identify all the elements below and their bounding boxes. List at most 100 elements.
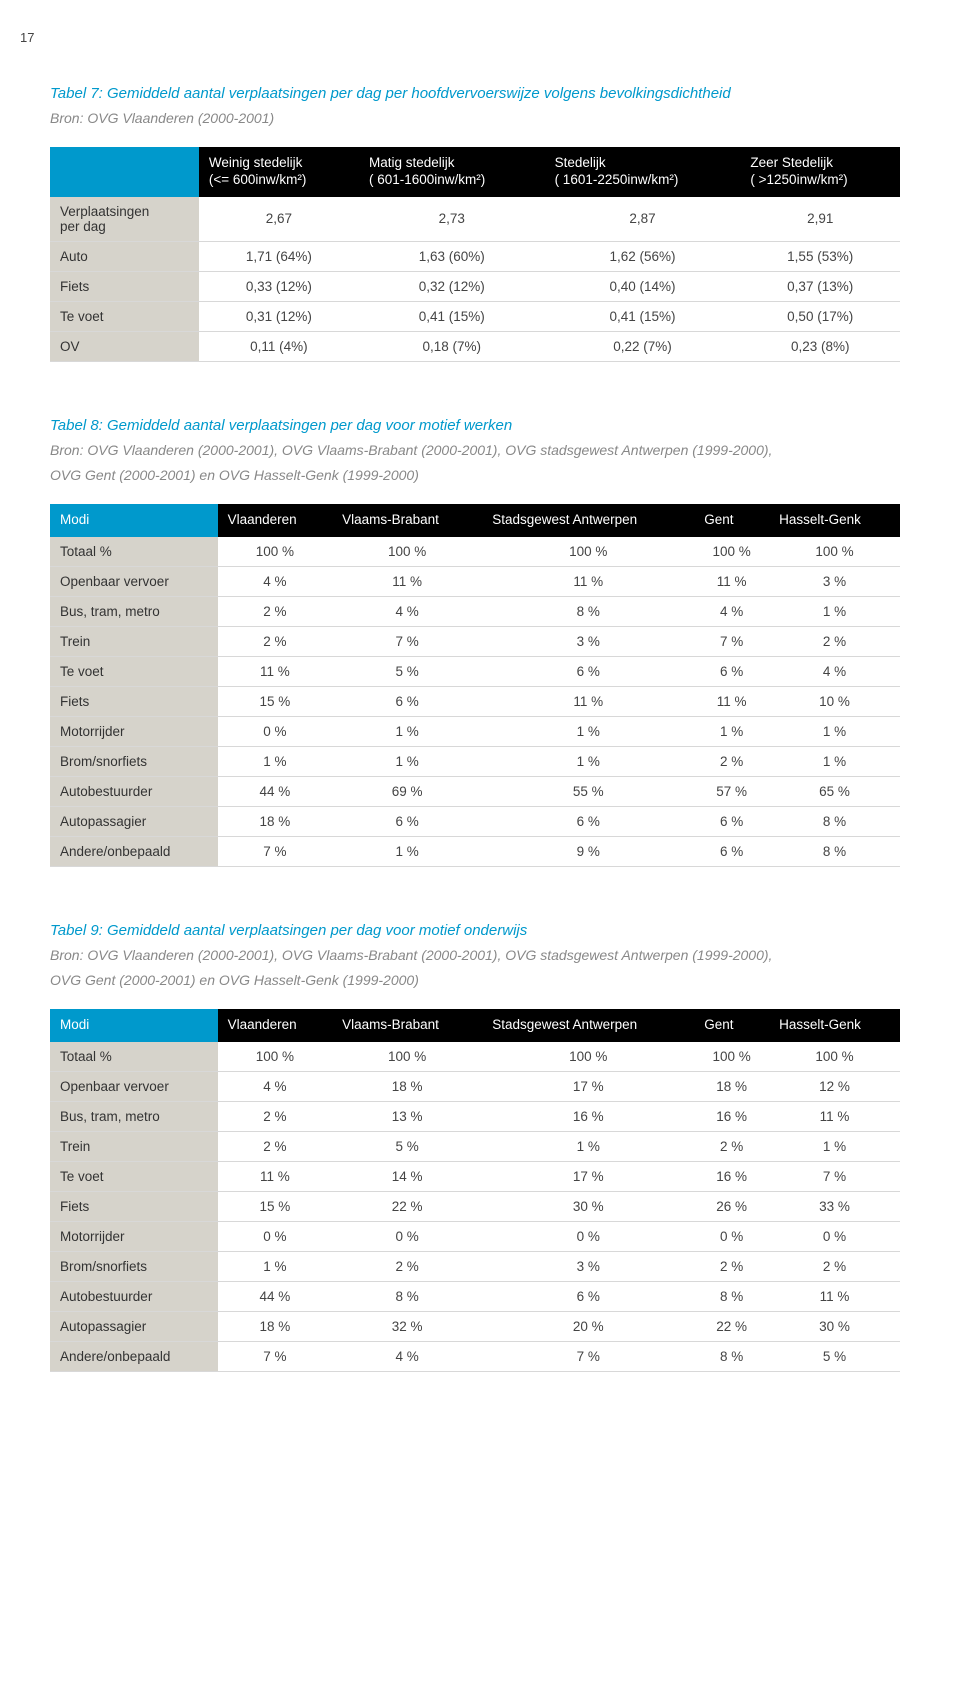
cell: 100 % — [332, 537, 482, 567]
table9-title: Tabel 9: Gemiddeld aantal verplaatsingen… — [50, 922, 900, 939]
cell: 2,73 — [359, 197, 545, 242]
cell: 20 % — [482, 1311, 694, 1341]
cell: 100 % — [218, 1042, 333, 1072]
cell: 1 % — [218, 1251, 333, 1281]
column-header: Stadsgewest Antwerpen — [482, 1009, 694, 1042]
cell: 7 % — [218, 836, 333, 866]
cell: 1,71 (64%) — [199, 241, 359, 271]
cell: 100 % — [218, 537, 333, 567]
table9-source1: Bron: OVG Vlaanderen (2000-2001), OVG Vl… — [50, 945, 900, 966]
cell: 1 % — [482, 1131, 694, 1161]
cell: 1 % — [694, 716, 769, 746]
cell: 1,55 (53%) — [740, 241, 900, 271]
cell: 22 % — [694, 1311, 769, 1341]
cell: 100 % — [482, 1042, 694, 1072]
table-row: Fiets15 %6 %11 %11 %10 % — [50, 686, 900, 716]
table9: ModiVlaanderenVlaams-BrabantStadsgewest … — [50, 1009, 900, 1372]
cell: 6 % — [332, 806, 482, 836]
row-label: OV — [50, 331, 199, 361]
cell: 11 % — [694, 566, 769, 596]
cell: 17 % — [482, 1071, 694, 1101]
table-row: Auto1,71 (64%)1,63 (60%)1,62 (56%)1,55 (… — [50, 241, 900, 271]
row-label: Bus, tram, metro — [50, 596, 218, 626]
row-label: Brom/snorfiets — [50, 1251, 218, 1281]
cell: 0 % — [482, 1221, 694, 1251]
cell: 0 % — [769, 1221, 900, 1251]
cell: 2 % — [769, 626, 900, 656]
table-row: Autopassagier18 %32 %20 %22 %30 % — [50, 1311, 900, 1341]
cell: 16 % — [482, 1101, 694, 1131]
cell: 4 % — [218, 566, 333, 596]
row-label: Autobestuurder — [50, 1281, 218, 1311]
cell: 7 % — [332, 626, 482, 656]
cell: 13 % — [332, 1101, 482, 1131]
cell: 100 % — [332, 1042, 482, 1072]
cell: 3 % — [769, 566, 900, 596]
cell: 11 % — [218, 1161, 333, 1191]
table7-source: Bron: OVG Vlaanderen (2000-2001) — [50, 108, 900, 129]
cell: 8 % — [694, 1281, 769, 1311]
table-row: Autobestuurder44 %8 %6 %8 %11 % — [50, 1281, 900, 1311]
column-header: Vlaams-Brabant — [332, 1009, 482, 1042]
cell: 65 % — [769, 776, 900, 806]
cell: 2 % — [694, 1251, 769, 1281]
cell: 1,62 (56%) — [545, 241, 741, 271]
cell: 6 % — [482, 1281, 694, 1311]
table-row: Te voet11 %14 %17 %16 %7 % — [50, 1161, 900, 1191]
cell: 1 % — [482, 746, 694, 776]
cell: 8 % — [332, 1281, 482, 1311]
row-label: Brom/snorfiets — [50, 746, 218, 776]
table-row: Brom/snorfiets1 %1 %1 %2 %1 % — [50, 746, 900, 776]
cell: 11 % — [694, 686, 769, 716]
row-label: Openbaar vervoer — [50, 1071, 218, 1101]
cell: 4 % — [218, 1071, 333, 1101]
cell: 100 % — [694, 537, 769, 567]
cell: 11 % — [769, 1101, 900, 1131]
cell: 0,33 (12%) — [199, 271, 359, 301]
cell: 69 % — [332, 776, 482, 806]
cell: 4 % — [694, 596, 769, 626]
table-row: Autopassagier18 %6 %6 %6 %8 % — [50, 806, 900, 836]
cell: 1 % — [332, 746, 482, 776]
cell: 14 % — [332, 1161, 482, 1191]
cell: 2 % — [694, 746, 769, 776]
cell: 2,91 — [740, 197, 900, 242]
cell: 2,67 — [199, 197, 359, 242]
row-label: Fiets — [50, 271, 199, 301]
row-label: Motorrijder — [50, 1221, 218, 1251]
cell: 0 % — [218, 1221, 333, 1251]
column-header: Zeer Stedelijk ( >1250inw/km²) — [740, 147, 900, 197]
table-row: Trein2 %5 %1 %2 %1 % — [50, 1131, 900, 1161]
cell: 1 % — [769, 596, 900, 626]
cell: 2 % — [769, 1251, 900, 1281]
cell: 1 % — [769, 1131, 900, 1161]
cell: 1 % — [332, 836, 482, 866]
table-row: Openbaar vervoer4 %18 %17 %18 %12 % — [50, 1071, 900, 1101]
cell: 15 % — [218, 1191, 333, 1221]
table-row: Fiets15 %22 %30 %26 %33 % — [50, 1191, 900, 1221]
row-label: Trein — [50, 1131, 218, 1161]
cell: 8 % — [769, 836, 900, 866]
cell: 18 % — [694, 1071, 769, 1101]
cell: 7 % — [218, 1341, 333, 1371]
table7-title: Tabel 7: Gemiddeld aantal verplaatsingen… — [50, 85, 900, 102]
cell: 5 % — [769, 1341, 900, 1371]
cell: 18 % — [218, 1311, 333, 1341]
cell: 11 % — [769, 1281, 900, 1311]
cell: 5 % — [332, 1131, 482, 1161]
cell: 6 % — [694, 806, 769, 836]
cell: 0,31 (12%) — [199, 301, 359, 331]
cell: 44 % — [218, 1281, 333, 1311]
cell: 1 % — [482, 716, 694, 746]
cell: 57 % — [694, 776, 769, 806]
cell: 0,40 (14%) — [545, 271, 741, 301]
cell: 15 % — [218, 686, 333, 716]
table-row: Totaal %100 %100 %100 %100 %100 % — [50, 1042, 900, 1072]
table-row: Bus, tram, metro2 %4 %8 %4 %1 % — [50, 596, 900, 626]
cell: 0,50 (17%) — [740, 301, 900, 331]
cell: 100 % — [769, 537, 900, 567]
cell: 0,32 (12%) — [359, 271, 545, 301]
cell: 0,41 (15%) — [545, 301, 741, 331]
cell: 44 % — [218, 776, 333, 806]
cell: 1 % — [769, 716, 900, 746]
